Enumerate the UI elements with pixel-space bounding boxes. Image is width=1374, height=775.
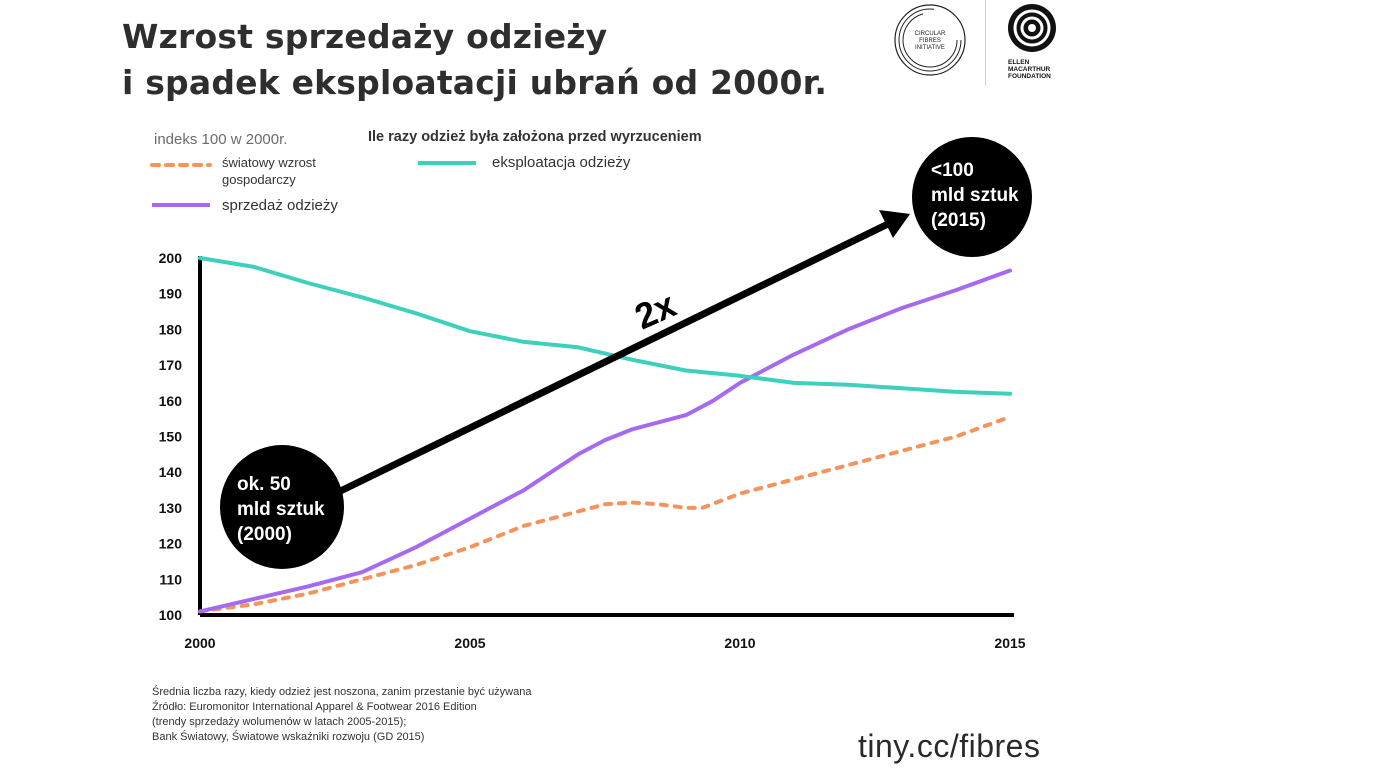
source-line: Bank Światowy, Światowe wskaźniki rozwoj… [152,731,425,743]
x-tick-label: 2005 [454,635,485,651]
end-bubble-text: <100 [931,160,974,181]
start-bubble-text: mld sztuk [237,499,325,520]
axes: 100 110 120 130 140 150 160 170 180 190 200 2000 200… [159,250,1026,651]
y-tick-label: 160 [159,393,183,409]
end-bubble-text: (2015) [931,210,986,231]
legend-gdp-label-2: gospodarczy [222,172,296,187]
end-bubble-text: mld sztuk [931,185,1019,206]
growth-arrow-head [879,210,910,238]
emf-logo-text-2: MACARTHUR [1008,66,1051,73]
circular-fibres-initiative-logo: CIRCULAR FIBRES INITIATIVE [894,4,966,76]
ellen-macarthur-foundation-logo: ELLEN MACARTHUR FOUNDATION [1008,4,1056,80]
y-tick-label: 170 [159,357,183,373]
y-tick-label: 140 [159,464,183,480]
secondary-title: Ile razy odzież była założona przed wyrz… [368,129,702,145]
y-tick-label: 180 [159,321,183,337]
emf-logo-text-1: ELLEN [1008,59,1030,66]
x-tick-label: 2000 [184,635,215,651]
y-tick-label: 110 [159,571,182,587]
source-line: Średnia liczba razy, kiedy odzież jest n… [152,686,532,698]
y-tick-label: 100 [159,607,183,623]
chart-title-line-2: i spadek eksploatacji ubrań od 2000r. [122,63,828,102]
y-tick-label: 130 [159,500,183,516]
source-line: (trendy sprzedaży wolumenów w latach 200… [152,716,407,728]
sources-note: Średnia liczba razy, kiedy odzież jest n… [152,685,531,745]
cfi-logo-text-2: FIBRES [919,38,941,44]
start-bubble-text: ok. 50 [237,474,291,495]
legend-gdp-label-1: światowy wzrost [222,155,316,170]
y-tick-label: 150 [159,429,183,445]
start-bubble-text: (2000) [237,524,292,545]
legend-sales-label: sprzedaż odzieży [222,197,338,214]
series-line-utilization [198,256,1012,396]
y-tick-label: 120 [159,536,183,552]
index-note: indeks 100 w 2000r. [154,131,287,148]
x-tick-label: 2010 [724,635,755,651]
cfi-logo-text-3: INITIATIVE [915,45,945,51]
x-tick-label: 2015 [994,635,1025,651]
emf-logo-text-3: FOUNDATION [1008,73,1051,80]
logo-divider [985,0,986,86]
legend-utilization-label: eksploatacja odzieży [492,154,631,171]
growth-arrow-line [316,219,892,506]
y-tick-label: 200 [159,250,183,266]
series-line-gdp [198,414,1012,614]
y-tick-label: 190 [159,286,183,302]
source-line: Źródło: Euromonitor International Appare… [152,701,477,713]
end-bubble [912,137,1032,257]
series-line-sales [198,268,1012,614]
link-url[interactable]: tiny.cc/fibres [858,728,1041,764]
start-bubble [220,445,344,569]
series-lines [198,256,1012,614]
cfi-logo-text-1: CIRCULAR [915,31,946,37]
chart-title: Wzrost sprzedaży odzieży i spadek eksplo… [122,14,827,106]
chart-title-line-1: Wzrost sprzedaży odzieży [122,17,608,56]
